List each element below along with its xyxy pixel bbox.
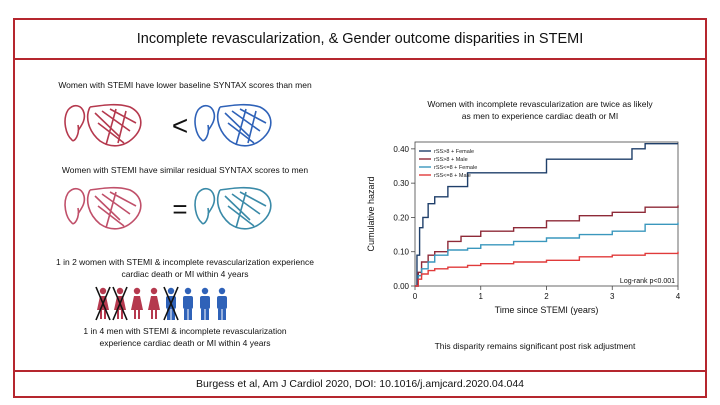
men-outcome-text: 1 in 4 men with STEMI & incomplete revas… bbox=[25, 325, 345, 349]
male-heart-icon bbox=[194, 103, 272, 147]
x-tick-label: 4 bbox=[676, 292, 681, 301]
male-heart-icon bbox=[194, 186, 272, 230]
women-outcome-line-2: cardiac death or MI within 4 years bbox=[121, 269, 249, 279]
adjustment-note: This disparity remains significant post … bbox=[434, 341, 636, 351]
female-heart-icon bbox=[64, 186, 142, 230]
series-line bbox=[415, 143, 678, 287]
chart-heading: Women with incomplete revascularization … bbox=[400, 98, 680, 122]
women-outcome-line-1: 1 in 2 women with STEMI & incomplete rev… bbox=[56, 257, 314, 267]
series-line bbox=[415, 251, 679, 287]
x-axis-label: Time since STEMI (years) bbox=[495, 305, 599, 315]
x-tick-label: 1 bbox=[479, 292, 484, 301]
chart-heading-line-1: Women with incomplete revascularization … bbox=[427, 99, 653, 109]
men-outcome-line-1: 1 in 4 men with STEMI & incomplete revas… bbox=[83, 326, 287, 336]
series-line bbox=[415, 222, 679, 287]
woman-figure-icon bbox=[112, 286, 128, 321]
woman-figure-icon bbox=[148, 287, 160, 319]
slide-title: Incomplete revascularization, & Gender o… bbox=[15, 20, 705, 60]
legend-label: rSS>8 + Male bbox=[434, 157, 468, 163]
man-figure-icon bbox=[217, 287, 227, 320]
x-tick-label: 2 bbox=[544, 292, 549, 301]
men-outcome-line-2: experience cardiac death or MI within 4 … bbox=[99, 338, 271, 348]
less-than-symbol: < bbox=[172, 110, 188, 141]
equals-symbol: = bbox=[172, 194, 187, 224]
x-tick-label: 0 bbox=[413, 292, 418, 301]
series-line bbox=[415, 205, 679, 287]
woman-figure-icon bbox=[95, 286, 111, 321]
residual-syntax-text: Women with STEMI have similar residual S… bbox=[61, 165, 309, 175]
baseline-syntax-text: Women with STEMI have lower baseline SYN… bbox=[58, 80, 312, 90]
man-figure-icon bbox=[163, 286, 179, 321]
y-axis-label: Cumulative hazard bbox=[366, 176, 376, 251]
chart-legend: rSS>8 + Female rSS>8 + Male rSS<=8 + Femal… bbox=[419, 149, 477, 179]
residual-heart-illustration: = bbox=[64, 186, 272, 230]
logrank-annotation: Log-rank p<0.001 bbox=[620, 278, 675, 285]
cross-out-mark bbox=[163, 286, 179, 321]
y-tick-label: 0.40 bbox=[393, 145, 409, 154]
citation-footer: Burgess et al, Am J Cardiol 2020, DOI: 1… bbox=[15, 370, 705, 396]
y-tick-label: 0.20 bbox=[393, 213, 409, 222]
legend-label: rSS>8 + Female bbox=[434, 149, 474, 155]
legend-label: rSS<=8 + Female bbox=[434, 165, 477, 171]
baseline-heart-illustration: < bbox=[64, 103, 272, 147]
cross-out-mark bbox=[112, 286, 128, 321]
y-tick-label: 0.00 bbox=[393, 282, 409, 291]
man-figure-icon bbox=[183, 287, 193, 320]
woman-figure-icon bbox=[131, 287, 143, 319]
legend-label: rSS<=8 + Male bbox=[434, 173, 471, 179]
cumulative-hazard-chart: 0.00 0.10 0.20 0.30 0.40 0 1 2 3 4 Time since STEM… bbox=[366, 141, 681, 315]
y-tick-label: 0.30 bbox=[393, 179, 409, 188]
man-figure-icon bbox=[200, 287, 210, 320]
y-tick-label: 0.10 bbox=[393, 248, 409, 257]
people-pictogram bbox=[95, 286, 227, 321]
chart-heading-line-2: as men to experience cardiac death or MI bbox=[461, 111, 619, 121]
x-tick-label: 3 bbox=[610, 292, 615, 301]
women-outcome-text: 1 in 2 women with STEMI & incomplete rev… bbox=[25, 256, 345, 280]
slide-frame: Incomplete revascularization, & Gender o… bbox=[13, 18, 707, 398]
cross-out-mark bbox=[95, 286, 111, 321]
female-heart-icon bbox=[64, 103, 142, 147]
